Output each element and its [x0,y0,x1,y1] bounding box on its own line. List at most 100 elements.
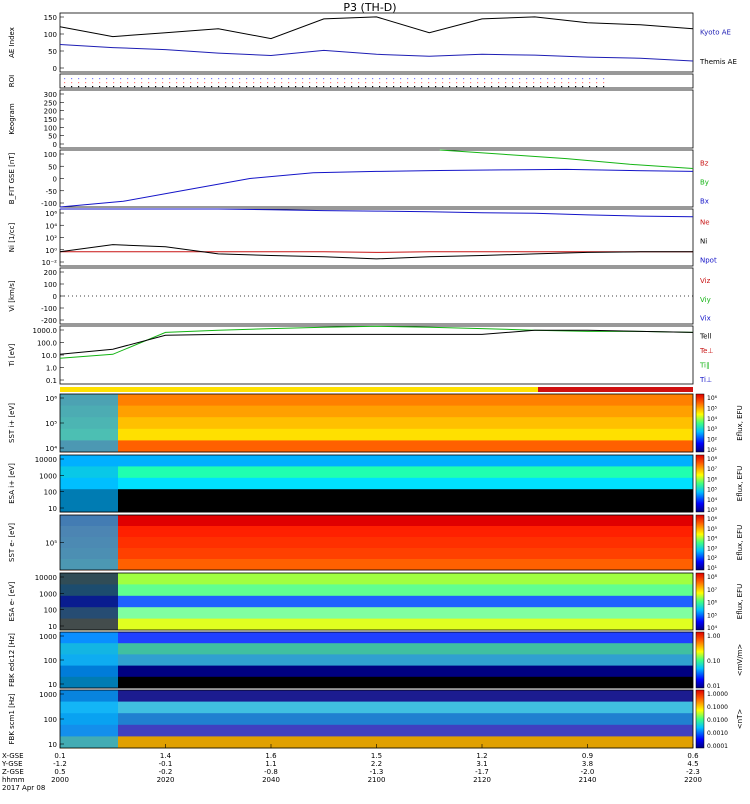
colorbar-gradient [695,631,705,689]
spectrogram-band [60,417,693,430]
colorbar: 10¹ 10² 10³ 10⁴ 10⁵ 10⁶ Eflux, EFU [695,514,744,572]
roi-dot [428,78,430,80]
roi-dot [351,86,353,88]
x-tick-label: -0.2 [159,768,173,776]
x-tick-label: 3.8 [582,760,593,768]
spectrogram-band [60,405,693,418]
roi-dot [64,86,66,88]
roi-dot [169,78,171,80]
roi-dot [253,86,255,88]
roi-dot [302,82,304,84]
roi-dot [85,82,87,84]
roi-dot [113,86,115,88]
legend-entry: Npot [700,256,717,264]
roi-dot [568,78,570,80]
roi-dot [134,82,136,84]
x-tick-label: 2120 [473,776,491,784]
roi-dot [603,86,605,88]
roi-dot [183,86,185,88]
roi-dot [421,78,423,80]
spectrogram-early-interval [60,632,118,688]
roi-dot [260,78,262,80]
spectrogram-early-interval [60,515,118,570]
roi-dot [372,78,374,80]
roi-dot [92,82,94,84]
y-tick-label: 50 [48,48,57,56]
y-tick-label: 10 [48,681,57,689]
roi-dot [120,86,122,88]
roi-dot [477,78,479,80]
roi-dot [183,78,185,80]
roi-dot [106,86,108,88]
panel-ae: AE Index 0 50 100 150 Kyoto AE Themis AE [8,12,737,73]
colorbar-gradient [695,393,705,453]
y-tick-label: 1000 [39,691,57,699]
y-tick-label: 1000 [39,472,57,480]
y-tick-label: 200 [44,269,57,277]
roi-dot [512,78,514,80]
roi-dot [386,82,388,84]
roi-dot [120,82,122,84]
roi-dot [204,86,206,88]
colorbar-tick-label: 0.01 [707,683,721,690]
colorbar-tick-label: 0.0001 [707,743,728,750]
roi-dot [596,82,598,84]
roi-dot [281,78,283,80]
panel-frame [59,89,694,149]
legend-entry: Tell [699,333,711,341]
roi-dot [183,82,185,84]
roi-dot [232,82,234,84]
roi-dot [148,86,150,88]
roi-dot [239,78,241,80]
y-tick-label: 0 [53,65,57,73]
roi-dot [589,86,591,88]
y-tick-label: -200 [41,317,57,325]
spectrogram-band [60,573,693,585]
x-tick-label: -0.8 [264,768,278,776]
spectrogram-band [60,701,693,714]
panel-sst_e: SST e- [eV] 10⁵ [8,514,694,571]
roi-dot [526,78,528,80]
roi-dot [85,86,87,88]
colorbar-label: <nT> [736,709,744,730]
y-axis-label: FBK edc12 [Hz] [8,633,16,687]
roi-dot [582,82,584,84]
x-tick-label: 3.1 [476,760,487,768]
spectrogram-band [60,665,693,678]
roi-dot [484,86,486,88]
colorbar-label: Eflux, EFU [736,584,744,619]
spectrogram-band [60,440,693,453]
spectrogram-band [60,595,693,608]
roi-dot [344,82,346,84]
plot-title: P3 (TH-D) [343,1,396,14]
roi-dot [568,86,570,88]
y-tick-label: 100 [44,716,57,724]
legend-entry: Bz [700,159,709,167]
roi-dot [379,78,381,80]
legend-entry: Viz [700,277,711,285]
roi-dot [225,82,227,84]
roi-dot [78,82,80,84]
roi-dot [589,82,591,84]
roi-dot [141,78,143,80]
roi-dot [414,82,416,84]
roi-dot [372,86,374,88]
roi-dot [211,78,213,80]
spectrogram-band [60,676,693,689]
colorbar-tick-label: 10⁷ [707,466,718,473]
roi-dot [99,78,101,80]
roi-dot [456,78,458,80]
x-tick-label: 2100 [368,776,386,784]
spectrogram-band [60,643,693,655]
roi-dot [484,82,486,84]
colorbar-tick-label: 10⁵ [707,405,718,412]
spectrogram-band [60,537,693,549]
y-axis-label: ESA e- [eV] [8,581,16,621]
colorbar-tick-label: 10³ [707,507,718,514]
roi-dot [120,78,122,80]
panel-frame [59,12,694,73]
roi-dot [288,78,290,80]
legend-entry: Ni [700,237,707,245]
roi-dot [477,82,479,84]
roi-dot [106,82,108,84]
